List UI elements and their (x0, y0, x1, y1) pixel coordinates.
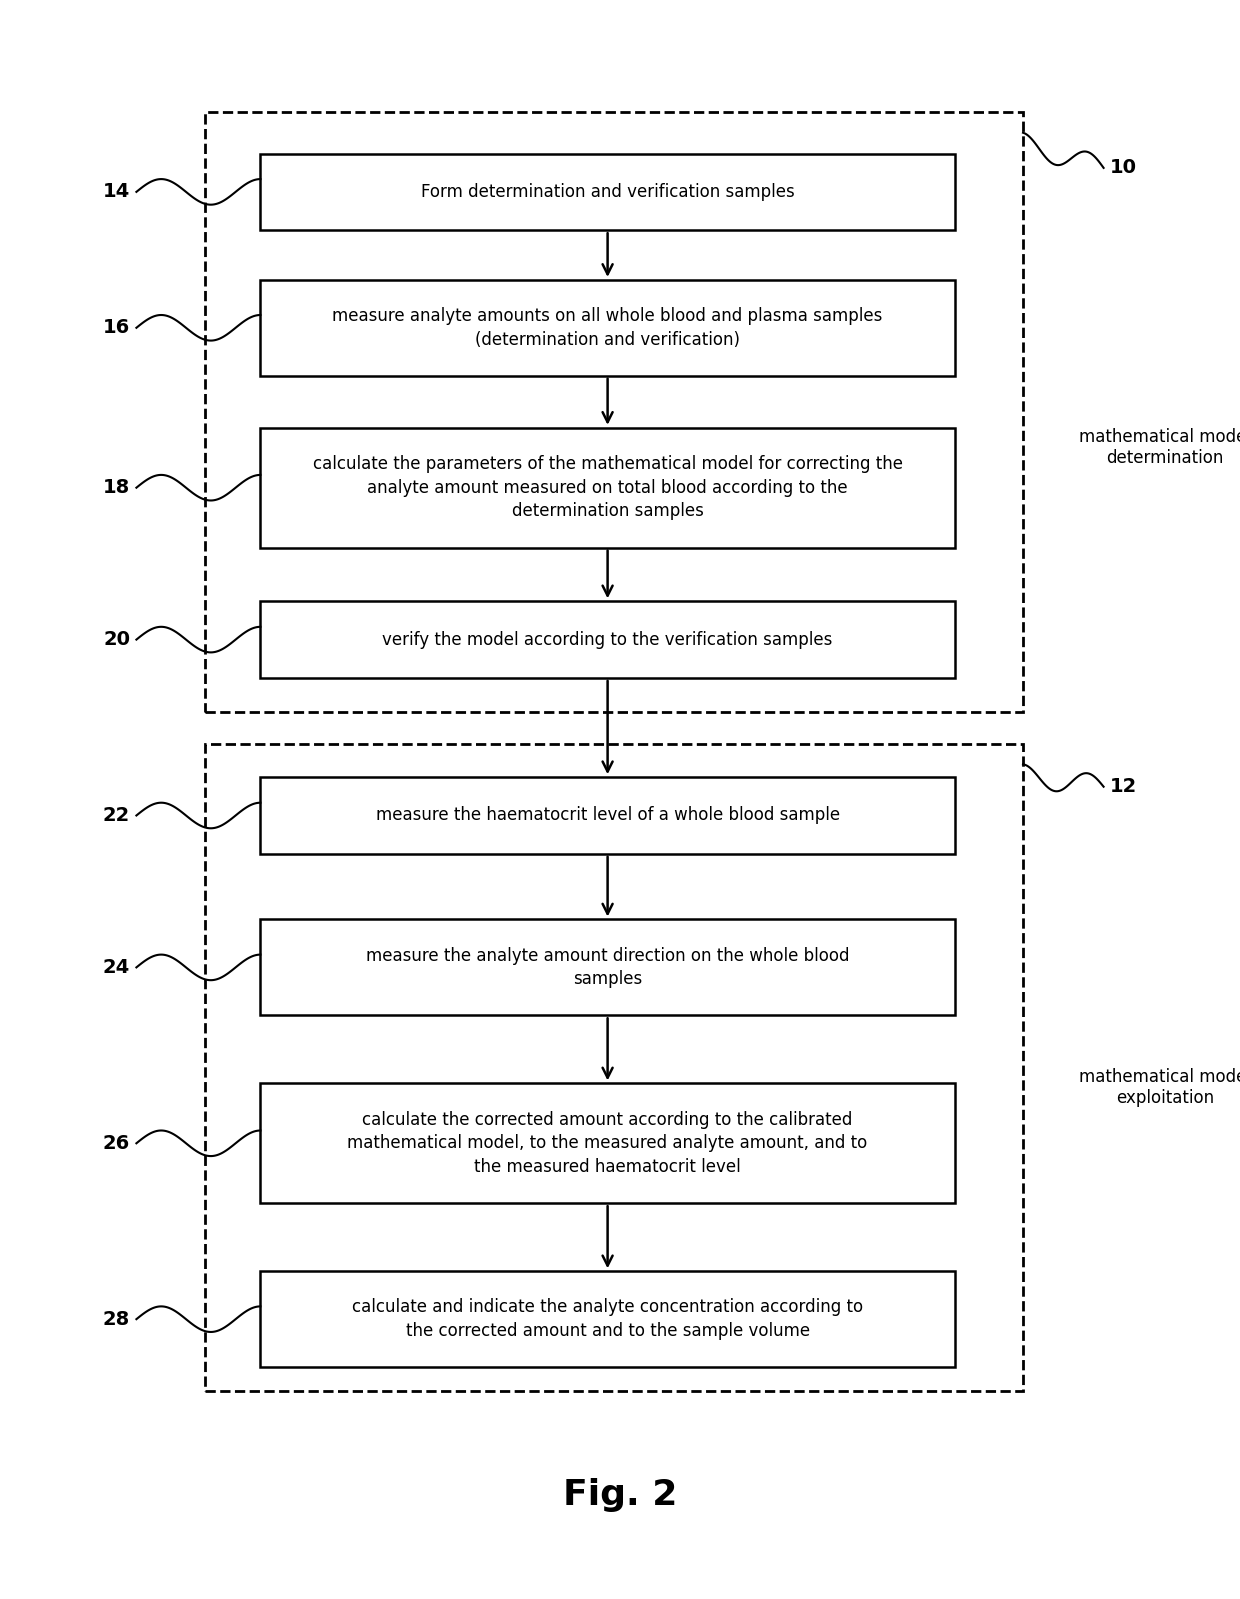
Text: verify the model according to the verification samples: verify the model according to the verifi… (382, 630, 833, 649)
Bar (260, 919, 955, 1015)
Text: measure the haematocrit level of a whole blood sample: measure the haematocrit level of a whole… (376, 806, 839, 825)
Text: 12: 12 (1110, 777, 1137, 796)
Text: 24: 24 (103, 958, 130, 977)
Text: 28: 28 (103, 1310, 130, 1329)
Bar (260, 1271, 955, 1367)
Text: measure the analyte amount direction on the whole blood
samples: measure the analyte amount direction on … (366, 947, 849, 988)
Text: 18: 18 (103, 478, 130, 497)
Bar (260, 601, 955, 678)
Bar (260, 777, 955, 854)
Text: calculate the corrected amount according to the calibrated
mathematical model, t: calculate the corrected amount according… (347, 1111, 868, 1175)
Bar (205, 744, 1023, 1391)
Text: 14: 14 (103, 182, 130, 201)
Text: Fig. 2: Fig. 2 (563, 1477, 677, 1513)
Text: 20: 20 (103, 630, 130, 649)
Bar (260, 280, 955, 376)
Bar (260, 429, 955, 547)
Bar (260, 1084, 955, 1204)
Text: calculate and indicate the analyte concentration according to
the corrected amou: calculate and indicate the analyte conce… (352, 1298, 863, 1340)
Text: 10: 10 (1110, 158, 1137, 177)
Text: 22: 22 (103, 806, 130, 825)
Text: mathematical model
exploitation: mathematical model exploitation (1079, 1068, 1240, 1107)
Text: calculate the parameters of the mathematical model for correcting the
analyte am: calculate the parameters of the mathemat… (312, 456, 903, 520)
Bar (205, 112, 1023, 712)
Text: mathematical model
determination: mathematical model determination (1079, 429, 1240, 467)
Bar (260, 154, 955, 230)
Text: measure analyte amounts on all whole blood and plasma samples
(determination and: measure analyte amounts on all whole blo… (332, 307, 883, 349)
Text: 26: 26 (103, 1134, 130, 1153)
Text: Form determination and verification samples: Form determination and verification samp… (420, 182, 795, 201)
Text: 16: 16 (103, 318, 130, 337)
